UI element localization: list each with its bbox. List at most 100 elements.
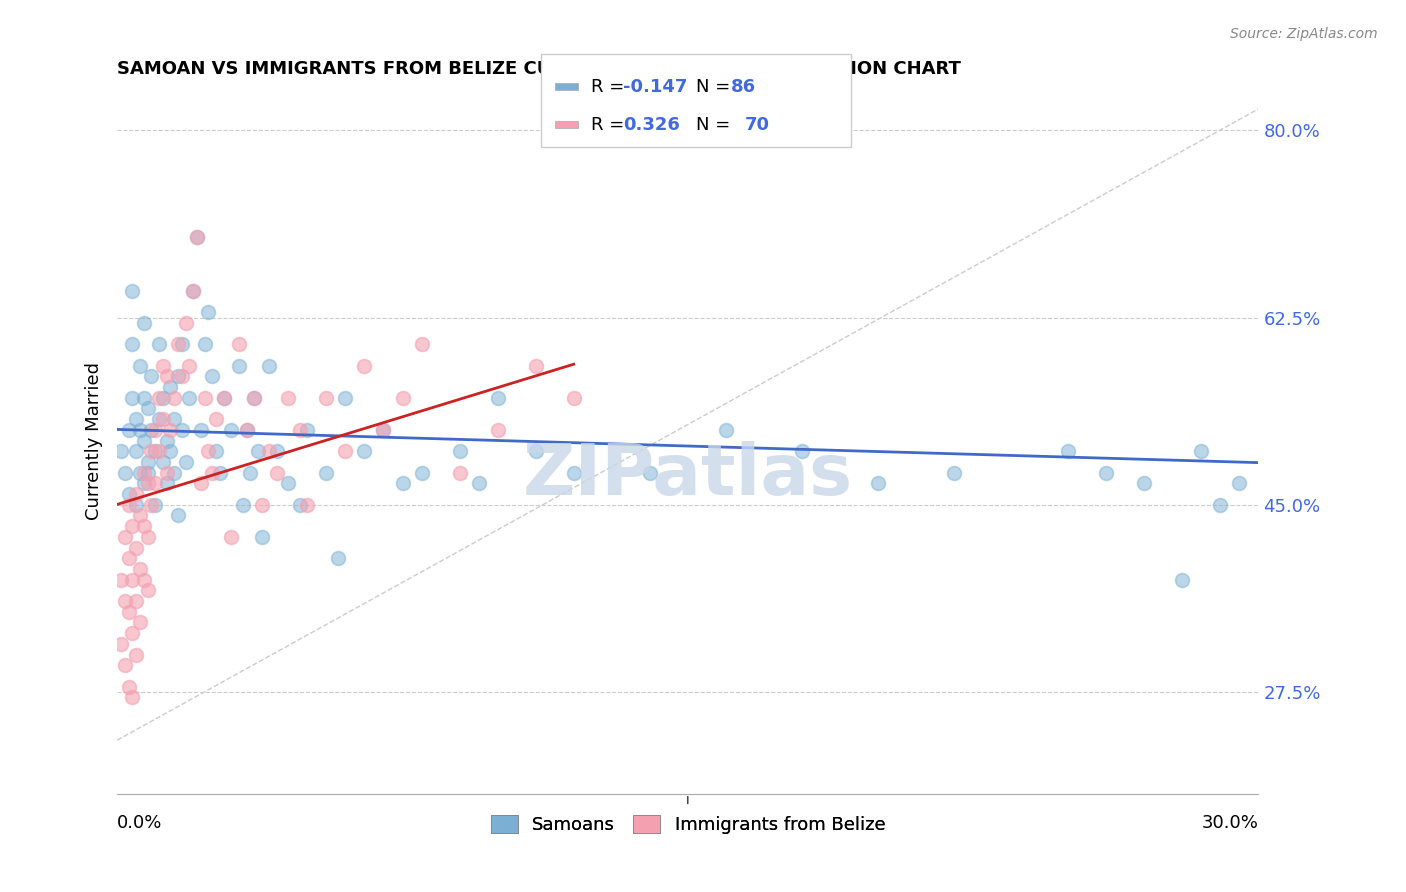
Point [174,316,197,330]
Point [411,337,433,351]
Point [232,498,254,512]
Point [143,498,166,512]
Point [201,466,224,480]
Point [114,658,136,673]
Point [186,230,208,244]
Point [335,391,357,405]
Point [163,391,186,405]
Point [373,423,395,437]
Point [1209,498,1232,512]
Point [266,466,288,480]
Text: N =: N = [696,116,735,134]
Point [156,466,179,480]
Point [163,412,186,426]
Point [136,466,159,480]
Point [148,337,170,351]
Point [125,444,148,458]
Point [943,466,966,480]
Point [117,551,139,566]
Point [159,380,181,394]
Point [121,573,143,587]
Point [129,508,152,523]
Point [449,466,471,480]
Point [114,594,136,608]
Point [259,359,281,373]
Point [1133,476,1156,491]
Point [297,423,319,437]
Point [110,637,132,651]
Point [197,444,219,458]
Point [186,230,208,244]
Point [373,423,395,437]
Point [121,626,143,640]
Point [148,391,170,405]
Point [125,648,148,662]
Point [562,466,585,480]
Point [117,423,139,437]
Point [121,337,143,351]
Point [114,530,136,544]
Y-axis label: Currently Married: Currently Married [86,361,103,519]
Point [221,530,243,544]
Point [136,401,159,416]
Point [129,562,152,576]
Point [194,337,217,351]
Point [167,337,190,351]
Point [205,444,228,458]
Point [114,466,136,480]
Point [449,444,471,458]
Point [132,434,155,448]
Point [326,551,349,566]
Point [212,391,235,405]
Point [190,476,212,491]
Point [143,444,166,458]
Point [121,391,143,405]
Point [163,466,186,480]
Point [132,391,155,405]
Text: 86: 86 [731,78,756,95]
Point [156,434,179,448]
Point [156,476,179,491]
Point [524,359,547,373]
Point [117,605,139,619]
Point [159,423,181,437]
Point [125,498,148,512]
Point [174,455,197,469]
Point [152,412,174,426]
Point [391,476,413,491]
Point [136,583,159,598]
Point [152,455,174,469]
Point [148,412,170,426]
Point [129,466,152,480]
Point [524,444,547,458]
Point [866,476,889,491]
Text: Source: ZipAtlas.com: Source: ZipAtlas.com [1230,27,1378,41]
Point [315,466,337,480]
Point [205,412,228,426]
Point [121,284,143,298]
Point [129,423,152,437]
Point [638,466,661,480]
Point [411,466,433,480]
Point [125,541,148,555]
Point [152,359,174,373]
Point [221,423,243,437]
Text: R =: R = [591,116,630,134]
Point [1095,466,1118,480]
Point [136,530,159,544]
Point [117,498,139,512]
Point [136,476,159,491]
Point [790,444,813,458]
Point [1229,476,1251,491]
Point [250,498,273,512]
Point [467,476,489,491]
Point [212,391,235,405]
Point [1171,573,1194,587]
Point [714,423,737,437]
Text: 0.326: 0.326 [623,116,679,134]
Point [132,573,155,587]
Point [125,412,148,426]
Point [143,476,166,491]
Point [1057,444,1080,458]
Point [228,337,250,351]
